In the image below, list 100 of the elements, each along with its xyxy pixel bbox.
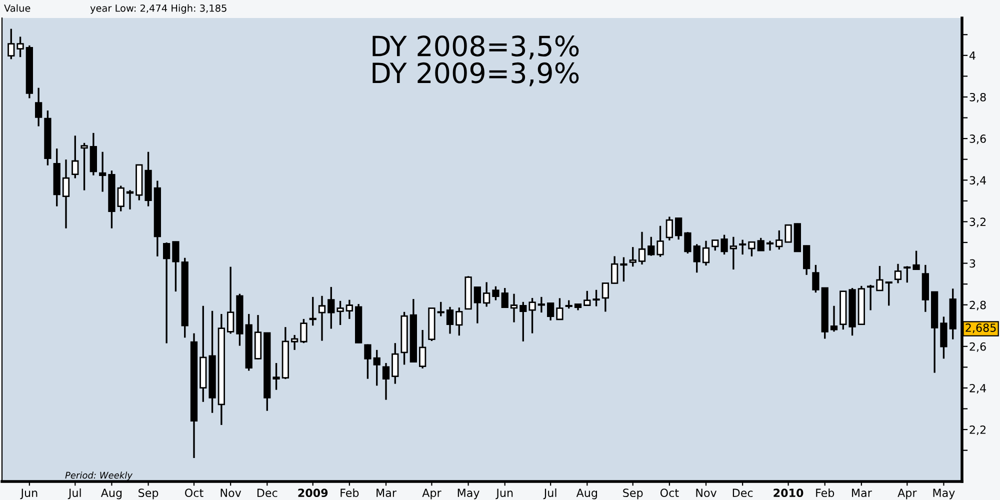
- candlestick: [894, 263, 902, 284]
- candlestick: [666, 216, 673, 242]
- candlestick: [940, 316, 948, 360]
- annotation: DY 2008=3,5% DY 2009=3,9%: [372, 35, 579, 86]
- candlestick: [830, 305, 838, 332]
- candlestick: [620, 256, 628, 282]
- candlestick: [8, 28, 15, 60]
- candlestick: [675, 216, 682, 240]
- candlestick: [510, 292, 518, 324]
- candlestick: [392, 342, 399, 385]
- candlestick: [474, 286, 481, 324]
- x-tick-label: Nov: [696, 488, 717, 498]
- x-tick-label: 2010: [774, 488, 804, 498]
- candlestick: [556, 297, 564, 321]
- x-tick-label: Oct: [185, 488, 204, 498]
- candlestick: [629, 246, 636, 268]
- x-tick-label: 2009: [298, 488, 328, 498]
- candlestick: [602, 282, 609, 313]
- candlestick: [35, 87, 42, 128]
- x-tick-label: Jul: [543, 488, 556, 500]
- y-tick-label: 3,8: [970, 92, 986, 102]
- x-tick-label: Feb: [816, 488, 834, 498]
- candlestick: [547, 302, 554, 322]
- candlestick: [272, 362, 280, 391]
- x-tick-label: Nov: [220, 488, 242, 498]
- x-tick-label: Aug: [100, 488, 122, 500]
- candlestick: [291, 334, 298, 351]
- candlestick: [684, 231, 692, 254]
- candlestick: [227, 266, 234, 335]
- candlestick: [373, 349, 380, 387]
- x-tick-label: Dec: [257, 488, 278, 498]
- candlestick: [712, 238, 719, 252]
- x-tick-label: Apr: [898, 488, 917, 500]
- candlestick: [867, 284, 874, 312]
- candlestick: [812, 264, 820, 294]
- y-tick-label: 2,2: [970, 426, 986, 436]
- candlestick: [501, 287, 508, 308]
- annotation: Period: Weekly: [65, 472, 133, 480]
- candlestick: [538, 296, 545, 314]
- x-tick-label: Aug: [576, 488, 597, 500]
- x-tick-label: Mar: [376, 488, 396, 498]
- x-tick-label: Sep: [138, 488, 158, 500]
- candlestick: [784, 224, 792, 243]
- candlestick: [456, 306, 463, 336]
- candlestick: [638, 231, 646, 266]
- x-tick-label: Mar: [852, 488, 872, 498]
- candlestick: [483, 281, 490, 308]
- candlestick: [757, 237, 764, 252]
- candlestick: [803, 244, 810, 276]
- candlestick: [336, 300, 344, 326]
- candlestick: [99, 151, 106, 193]
- candlestick: [730, 236, 737, 270]
- candlestick: [72, 134, 79, 180]
- candlestick: [419, 329, 426, 370]
- candlestick: [62, 158, 70, 230]
- candlestick: [520, 301, 527, 342]
- y-tick-label: 3: [970, 259, 976, 268]
- x-tick-label: Dec: [732, 488, 753, 498]
- candlestick: [346, 299, 353, 320]
- y-tick-label: 2,4: [970, 384, 986, 394]
- candlestick: [382, 362, 390, 401]
- text: Value: [4, 4, 30, 12]
- candlestick: [739, 238, 746, 256]
- candlestick: [611, 255, 618, 284]
- candlestick: [766, 240, 774, 252]
- candlestick: [446, 306, 454, 335]
- candlestick: [748, 240, 756, 258]
- x-tick-label: May: [933, 488, 955, 500]
- candlestick: [656, 225, 664, 258]
- candlestick: [584, 290, 591, 306]
- x-tick-label: Jun: [496, 488, 513, 500]
- x-tick-label: Sep: [623, 488, 643, 500]
- candlestick: [904, 265, 911, 284]
- candlestick: [720, 234, 728, 256]
- x-tick-label: May: [458, 488, 480, 500]
- x-tick-label: Jul: [68, 488, 81, 500]
- candlestick: [126, 189, 134, 210]
- x-tick-label: Oct: [660, 488, 679, 498]
- candlestick: [163, 242, 170, 344]
- candlestick: [309, 296, 316, 326]
- candlestick: [876, 265, 884, 292]
- y-tick-label: 3,2: [970, 218, 986, 228]
- candlestick: [328, 286, 335, 330]
- candlestick: [648, 236, 655, 257]
- x-tick-label: Feb: [340, 488, 359, 498]
- candlestick: [172, 240, 180, 292]
- y-tick-label: 3,4: [970, 176, 986, 186]
- candlestick: [16, 36, 24, 58]
- candlestick: [492, 285, 500, 302]
- x-tick-label: Apr: [422, 488, 442, 500]
- candlestick: [437, 301, 444, 318]
- y-tick-label: 2,8: [970, 300, 986, 310]
- text: year Low: 2,474 High: 3,185: [90, 4, 226, 14]
- candlestick: [702, 240, 710, 266]
- candlestick: [300, 318, 308, 344]
- candlestick: [693, 243, 700, 274]
- annotation: 2,685: [966, 324, 996, 334]
- y-tick-label: 3,6: [970, 134, 986, 144]
- candlestick: [80, 142, 88, 192]
- candlestick: [364, 343, 372, 380]
